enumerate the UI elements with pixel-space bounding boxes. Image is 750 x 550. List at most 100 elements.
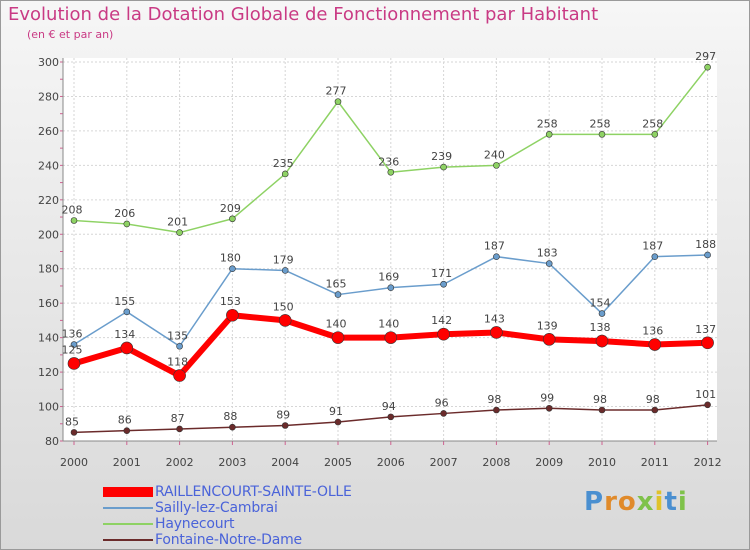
data-label: 277 — [326, 85, 347, 98]
data-point — [334, 98, 342, 105]
data-label: 98 — [593, 393, 607, 406]
legend-label: Haynecourt — [155, 516, 235, 532]
data-point — [545, 404, 553, 412]
data-label: 183 — [537, 247, 558, 260]
data-label: 85 — [65, 415, 79, 428]
data-label: 86 — [118, 414, 132, 427]
data-point — [387, 168, 395, 176]
data-label: 99 — [540, 391, 554, 404]
data-point — [493, 406, 500, 414]
x-tick-label: 2005 — [324, 456, 352, 469]
data-label: 180 — [220, 252, 241, 265]
data-label: 142 — [431, 314, 452, 327]
data-label: 140 — [326, 318, 347, 331]
data-point — [67, 357, 81, 370]
y-tick-label: 80 — [45, 435, 59, 448]
data-point — [120, 341, 134, 355]
legend-label: RAILLENCOURT-SAINTE-OLLE — [155, 484, 352, 500]
proxiti-logo: Proxiti — [584, 487, 688, 517]
logo-letter: t — [664, 487, 678, 517]
data-label: 138 — [590, 321, 611, 334]
y-tick-label: 240 — [38, 159, 59, 172]
data-label: 165 — [326, 278, 347, 291]
x-tick-label: 2009 — [535, 456, 563, 469]
logo-letter: i — [654, 487, 665, 517]
data-label: 89 — [276, 408, 290, 421]
data-label: 87 — [171, 412, 185, 425]
data-label: 258 — [590, 117, 611, 130]
data-label: 209 — [220, 202, 241, 215]
data-label: 91 — [329, 405, 343, 418]
y-tick-label: 220 — [38, 194, 59, 207]
data-point — [440, 163, 447, 171]
data-point — [493, 253, 500, 260]
chart-subtitle: (en € et par an) — [27, 28, 114, 41]
x-tick-label: 2011 — [641, 456, 669, 469]
data-point — [334, 291, 342, 298]
y-tick-label: 100 — [38, 401, 59, 414]
logo-letter: r — [604, 487, 618, 517]
legend-label: Sailly-lez-Cambrai — [155, 500, 278, 516]
data-label: 258 — [642, 117, 663, 130]
data-point — [387, 413, 395, 421]
data-point — [334, 418, 342, 426]
legend-swatch — [103, 487, 153, 497]
data-label: 169 — [378, 271, 399, 284]
data-point — [704, 401, 711, 409]
data-label: 240 — [484, 148, 505, 161]
data-point — [648, 338, 662, 351]
data-point — [437, 327, 450, 341]
x-tick-label: 2012 — [694, 456, 722, 469]
x-tick-label: 2004 — [271, 456, 299, 469]
legend-item-raillencourt: RAILLENCOURT-SAINTE-OLLE — [103, 484, 423, 501]
data-point — [598, 310, 606, 317]
data-label: 125 — [62, 343, 83, 356]
data-point — [542, 333, 556, 346]
data-label: 98 — [487, 393, 501, 406]
data-point — [176, 229, 183, 236]
data-label: 150 — [273, 300, 294, 313]
data-label: 235 — [273, 157, 294, 170]
data-point — [70, 217, 78, 224]
y-tick-label: 120 — [38, 366, 59, 379]
data-label: 208 — [62, 203, 83, 216]
data-point — [384, 331, 398, 344]
data-label: 136 — [62, 328, 83, 341]
legend-swatch — [103, 523, 153, 525]
y-tick-label: 160 — [38, 297, 59, 310]
data-label: 139 — [537, 319, 558, 332]
data-point — [595, 334, 609, 348]
legend-swatch — [103, 539, 153, 541]
data-label: 239 — [431, 150, 452, 163]
data-point — [229, 423, 236, 431]
data-label: 137 — [695, 323, 716, 336]
data-label: 179 — [273, 253, 294, 266]
data-point — [493, 162, 500, 169]
y-tick-label: 280 — [38, 90, 59, 103]
data-point — [440, 280, 447, 288]
data-label: 187 — [642, 240, 663, 253]
data-label: 187 — [484, 240, 505, 253]
y-tick-label: 180 — [38, 263, 59, 276]
data-point — [651, 406, 659, 414]
data-label: 134 — [114, 328, 135, 341]
data-point — [123, 220, 131, 228]
data-label: 98 — [646, 393, 660, 406]
data-label: 171 — [431, 267, 452, 280]
legend-label: Fontaine-Notre-Dame — [155, 532, 302, 548]
legend-item-haynecourt: Haynecourt — [103, 516, 423, 533]
data-point — [226, 308, 239, 322]
y-tick-label: 300 — [38, 56, 59, 69]
legend-item-fontaine: Fontaine-Notre-Dame — [103, 532, 423, 549]
data-point — [176, 425, 183, 433]
data-point — [651, 131, 659, 138]
data-point — [229, 265, 236, 273]
x-tick-label: 2007 — [430, 456, 458, 469]
data-point — [123, 427, 131, 434]
x-tick-label: 2008 — [482, 456, 510, 469]
logo-letter: x — [636, 487, 655, 517]
data-point — [281, 422, 289, 429]
data-point — [704, 63, 711, 71]
